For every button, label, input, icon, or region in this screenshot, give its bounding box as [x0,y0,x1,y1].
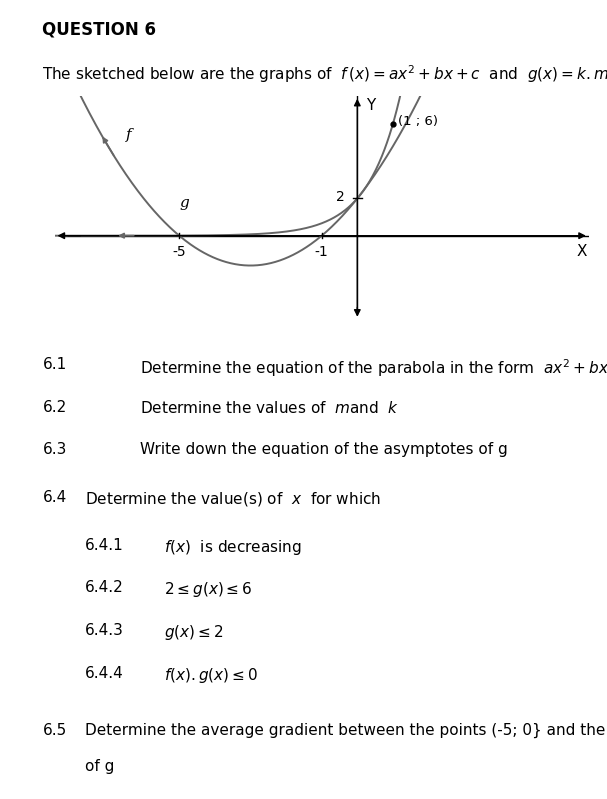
Text: $2\leq g(x) \leq 6$: $2\leq g(x) \leq 6$ [164,580,253,599]
Text: -5: -5 [172,245,186,259]
Text: 6.4.2: 6.4.2 [85,580,124,595]
Text: 6.4.3: 6.4.3 [85,623,124,638]
Text: 6.5: 6.5 [42,723,67,738]
Text: Determine the average gradient between the points (-5; 0} and the y- i: Determine the average gradient between t… [85,723,607,738]
Text: 6.4.1: 6.4.1 [85,538,124,553]
Text: 6.3: 6.3 [42,443,67,458]
Text: The sketched below are the graphs of  $f\,(x) = ax^2 + bx + c$  and  $g(x) = k.m: The sketched below are the graphs of $f\… [42,63,607,85]
Text: 6.4: 6.4 [42,490,67,505]
Text: QUESTION 6: QUESTION 6 [42,21,157,39]
Text: Write down the equation of the asymptotes of g: Write down the equation of the asymptote… [140,443,507,458]
Text: Determine the value(s) of  $x$  for which: Determine the value(s) of $x$ for which [85,490,381,508]
Text: $g(x) \leq 2$: $g(x) \leq 2$ [164,623,223,642]
Text: $f(x)$  is decreasing: $f(x)$ is decreasing [164,538,302,557]
Text: Determine the values of  $m$and  $k$: Determine the values of $m$and $k$ [140,400,399,415]
Text: 6.4.4: 6.4.4 [85,666,124,681]
Text: 6.2: 6.2 [42,400,67,415]
Text: -1: -1 [315,245,328,259]
Text: 2: 2 [336,190,345,205]
Text: $f(x).g(x) \leq 0$: $f(x).g(x) \leq 0$ [164,666,258,685]
Text: f: f [126,128,132,141]
Text: (1 ; 6): (1 ; 6) [398,116,438,129]
Text: X: X [577,244,587,259]
Text: Y: Y [366,97,376,113]
Text: 6.1: 6.1 [42,357,67,372]
Text: of g: of g [85,758,114,773]
Text: g: g [179,196,189,210]
Text: Determine the equation of the parabola in the form  $ax^2 + bx+$: Determine the equation of the parabola i… [140,357,607,379]
